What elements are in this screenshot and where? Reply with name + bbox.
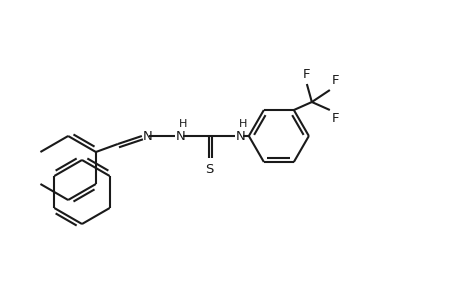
Text: F: F	[331, 112, 339, 125]
Text: F: F	[302, 68, 310, 81]
Text: H: H	[238, 119, 246, 129]
Text: N: N	[175, 130, 185, 142]
Text: S: S	[204, 163, 213, 176]
Text: H: H	[178, 119, 187, 129]
Text: N: N	[143, 130, 152, 142]
Text: N: N	[235, 130, 245, 142]
Text: F: F	[331, 74, 339, 87]
